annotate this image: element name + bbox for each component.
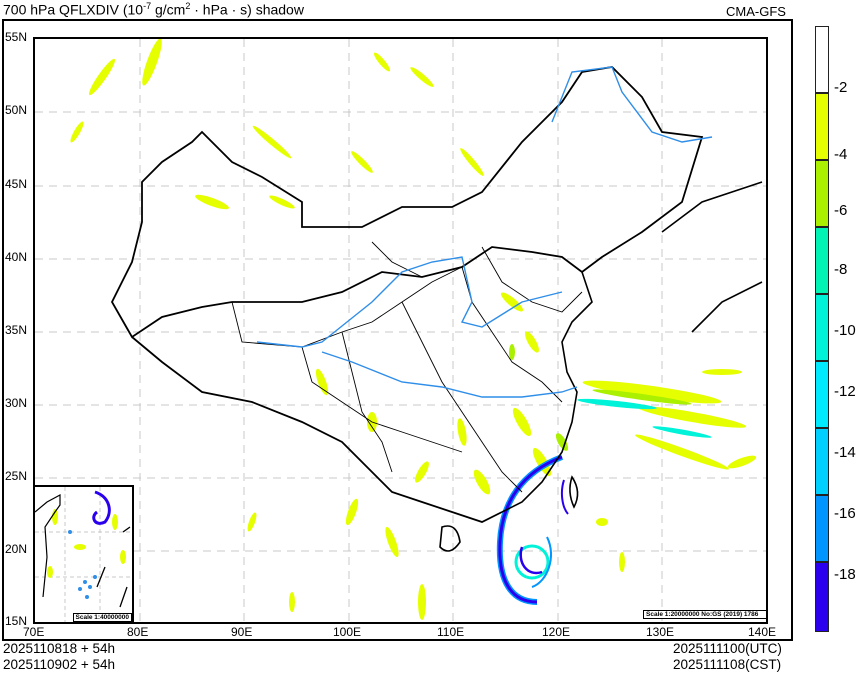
outer-frame: [2, 19, 793, 641]
valid-time-utc: 2025111100(UTC): [673, 641, 782, 656]
colorbar-box: [815, 294, 829, 361]
lon-label: 80E: [127, 625, 149, 639]
map-plot-area: Scale 1:20000000 No:GS (2019) 1786: [33, 37, 768, 624]
rivers: [256, 66, 713, 398]
colorbar-box: [815, 428, 829, 495]
colorbar-label: -8: [834, 261, 848, 278]
colorbar-box: [815, 562, 829, 632]
lat-label: 50N: [5, 103, 28, 117]
lat-label: 55N: [5, 30, 28, 44]
colorbar-box: [815, 361, 829, 428]
title-part: g/cm: [151, 1, 186, 18]
valid-time-cst: 2025111108(CST): [673, 657, 782, 672]
shading-minus-10: [514, 398, 712, 580]
model-label: CMA-GFS: [726, 4, 786, 19]
title-part: 700 hPa QFLXDIV (10: [3, 1, 144, 18]
lat-label: 40N: [5, 250, 28, 264]
lon-label: 100E: [333, 625, 362, 639]
cyclone-spiral: [496, 454, 569, 605]
lon-label: 110E: [437, 625, 465, 639]
colorbar-label: -12: [834, 383, 856, 400]
chart-title: 700 hPa QFLXDIV (10-7 g/cm2 · hPa · s) s…: [3, 1, 304, 18]
colorbar-label: -2: [834, 79, 848, 96]
colorbar-box: [815, 93, 829, 160]
title-part: · hPa · s) shadow: [190, 1, 304, 18]
colorbar-box: [815, 160, 829, 227]
inset-canvas: [35, 487, 132, 622]
lat-label: 15N: [5, 614, 28, 628]
inset-scale-label: Scale 1:40000000: [72, 613, 132, 622]
shading-minus-2: [70, 39, 757, 620]
coastline: [439, 181, 763, 552]
lat-label: 30N: [5, 396, 28, 410]
colorbar-box: [815, 26, 829, 93]
title-exponent: 2: [185, 1, 191, 11]
lat-label: 20N: [5, 542, 28, 556]
colorbar-label: -16: [834, 505, 856, 522]
lat-label: 25N: [5, 469, 28, 483]
shading-minus-4: [509, 344, 692, 451]
colorbar-box: [815, 227, 829, 294]
lon-label: 140E: [748, 625, 777, 639]
national-border: [110, 66, 704, 523]
inset-map-south-china-sea: Scale 1:40000000: [33, 485, 134, 624]
title-exponent: -7: [143, 1, 152, 11]
gridlines: [35, 39, 766, 622]
init-time-cst: 2025110902 + 54h: [3, 657, 115, 672]
map-canvas: Scale 1:20000000 No:GS (2019) 1786: [35, 39, 766, 622]
lon-label: 70E: [23, 625, 45, 639]
lat-label: 45N: [5, 177, 28, 191]
colorbar-label: -10: [834, 322, 856, 339]
colorbar: [815, 26, 829, 632]
lat-label: 35N: [5, 323, 28, 337]
colorbar-label: -6: [834, 202, 848, 219]
province-borders: [231, 241, 583, 493]
colorbar-label: -18: [834, 566, 856, 583]
lon-label: 130E: [646, 625, 675, 639]
init-time-utc: 2025110818 + 54h: [3, 641, 115, 656]
colorbar-label: -14: [834, 444, 856, 461]
colorbar-label: -4: [834, 146, 848, 163]
colorbar-box: [815, 495, 829, 562]
lon-label: 120E: [542, 625, 571, 639]
scale-label: Scale 1:20000000 No:GS (2019) 1786: [643, 610, 766, 619]
lon-label: 90E: [231, 625, 253, 639]
